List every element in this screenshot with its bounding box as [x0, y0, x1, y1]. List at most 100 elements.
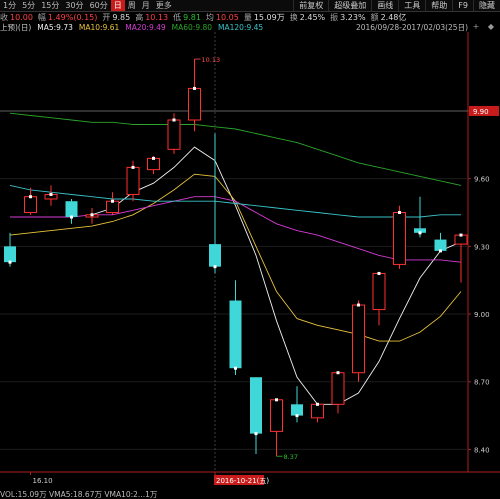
close-marker	[234, 366, 237, 370]
quote-label-5: 均	[205, 12, 214, 22]
candle-body[interactable]	[147, 157, 160, 171]
period-tab-6[interactable]: 周	[127, 1, 136, 10]
period-tab-8[interactable]: 更多	[155, 1, 172, 10]
ma-legend-item-3: MA60:9.80	[171, 22, 213, 32]
close-marker	[90, 213, 94, 217]
candle-body[interactable]	[414, 228, 426, 233]
candle-body[interactable]	[250, 377, 262, 434]
candle-body[interactable]	[4, 246, 16, 263]
tool-button-2[interactable]: 画线	[371, 0, 398, 11]
candle-body[interactable]	[209, 244, 221, 267]
candle-body[interactable]	[167, 119, 181, 150]
quote-value-3: 10.13	[145, 12, 169, 22]
candle-body[interactable]	[270, 399, 283, 432]
close-marker	[459, 233, 463, 237]
candle-body[interactable]	[188, 87, 201, 121]
close-marker	[29, 195, 32, 199]
period-tabs: 1分 5分 15分 30分 60分日周月更多	[0, 0, 175, 11]
candlestick-chart[interactable]: 9.909.609.309.008.708.409.9010.138.3716.…	[0, 32, 500, 489]
tool-button-5[interactable]: F9	[452, 0, 473, 11]
close-marker	[398, 211, 401, 215]
close-marker	[418, 231, 422, 235]
current-price-label: 9.90	[473, 108, 489, 116]
tool-button-6[interactable]: 隐藏	[473, 0, 500, 11]
period-tab-3[interactable]: 30分	[65, 1, 84, 10]
tool-button-1[interactable]: 超级叠加	[328, 0, 371, 11]
quote-value-9: 2.48亿	[380, 12, 407, 22]
candle-body[interactable]	[65, 201, 78, 218]
candle-body[interactable]	[311, 403, 324, 419]
close-marker	[49, 192, 53, 196]
low-label: 8.37	[284, 453, 298, 461]
period-tab-4[interactable]: 60分	[89, 1, 108, 10]
y-tick-label: 9.30	[474, 243, 490, 251]
close-marker	[131, 165, 135, 169]
quote-label-4: 低	[173, 12, 182, 22]
candle-body[interactable]	[393, 212, 406, 265]
period-tab-2[interactable]: 15分	[41, 1, 60, 10]
current-price-badge	[469, 105, 499, 116]
close-marker	[275, 398, 278, 402]
quote-value-0: 10.00	[10, 12, 33, 22]
close-marker	[193, 86, 196, 90]
ma-legend-item-1: MA10:9.61	[78, 22, 120, 32]
x-label-highlight-bg	[214, 475, 264, 485]
volume-footer: VOL:15.09万 VMA5:18.67万 VMA10:2...1万	[0, 490, 158, 499]
candle-body[interactable]	[331, 372, 345, 405]
candle-body[interactable]	[352, 304, 365, 374]
quote-value-8: 3.23%	[340, 12, 366, 22]
candle-body[interactable]	[126, 166, 140, 195]
zoom-controls-icon[interactable]: - + ◆	[461, 22, 497, 31]
y-tick-label: 8.40	[474, 446, 490, 454]
x-tick-label: 16.10	[33, 477, 53, 485]
high-label: 10.13	[202, 56, 221, 64]
quote-label-6: 量	[243, 12, 252, 22]
ma-line-ma120	[9, 184, 461, 218]
y-tick-label: 9.00	[474, 311, 490, 319]
quote-label-9: 额	[370, 12, 379, 22]
close-marker	[213, 265, 217, 269]
close-marker	[316, 402, 319, 406]
period-tab-1[interactable]: 5分	[22, 1, 36, 10]
quote-bar: 收 10.00 幅 1.49%(0.15) 开 9.85 高 10.13 低 9.81 均 10.05…	[0, 12, 500, 22]
close-marker	[439, 249, 442, 253]
tool-button-3[interactable]: 工具	[398, 0, 425, 11]
close-marker	[111, 199, 114, 203]
quote-label-2: 开	[102, 12, 111, 22]
close-marker	[172, 118, 176, 122]
ma-legend: 上预)(日) MA5:9.73 MA10:9.61 MA20:9.49 MA60:9.8…	[0, 22, 500, 32]
quote-label-7: 换	[289, 12, 298, 22]
candle-body[interactable]	[434, 239, 447, 251]
quote-label-3: 高	[135, 12, 144, 22]
close-marker	[8, 260, 12, 264]
ma-line-ma5	[91, 146, 462, 405]
candle-body[interactable]	[372, 272, 386, 311]
close-marker	[336, 371, 340, 375]
tool-menu: 前复权 超级叠加 画线 工具 帮助 F9 隐藏	[293, 0, 500, 11]
ma-legend-item-2: MA20:9.49	[125, 22, 166, 32]
ma-legend-item-4: MA120:9.45	[218, 22, 264, 32]
close-marker	[70, 215, 73, 219]
ma-line-ma20	[10, 196, 462, 263]
tool-button-0[interactable]: 前复权	[293, 0, 328, 11]
tool-button-4[interactable]: 帮助	[425, 0, 452, 11]
quote-value-1: 1.49%(0.15)	[47, 12, 98, 22]
period-tab-7[interactable]: 月	[141, 1, 150, 10]
close-marker	[295, 414, 299, 418]
candle-body[interactable]	[106, 200, 119, 214]
top-toolbar: 1分 5分 15分 30分 60分日周月更多 前复权 超级叠加 画线 工具 帮助 F9 隐藏	[0, 0, 500, 12]
candle-body[interactable]	[229, 300, 242, 369]
candle-body[interactable]	[291, 404, 303, 416]
close-marker	[357, 303, 360, 307]
quote-value-5: 10.05	[215, 12, 239, 22]
period-tab-0[interactable]: 1分	[3, 1, 17, 10]
y-tick-label: 8.70	[474, 379, 490, 387]
quote-value-2: 9.85	[112, 12, 131, 22]
y-tick-label: 9.60	[474, 176, 490, 184]
period-tab-5[interactable]: 日	[110, 0, 125, 11]
x-tick-label: 2016-10-21(五)	[216, 477, 269, 485]
candle-body[interactable]	[24, 196, 37, 214]
quote-value-7: 2.45%	[299, 12, 326, 22]
ma-legend-prefix: 上预)(日)	[0, 22, 32, 32]
ma-line-ma60	[9, 112, 462, 186]
